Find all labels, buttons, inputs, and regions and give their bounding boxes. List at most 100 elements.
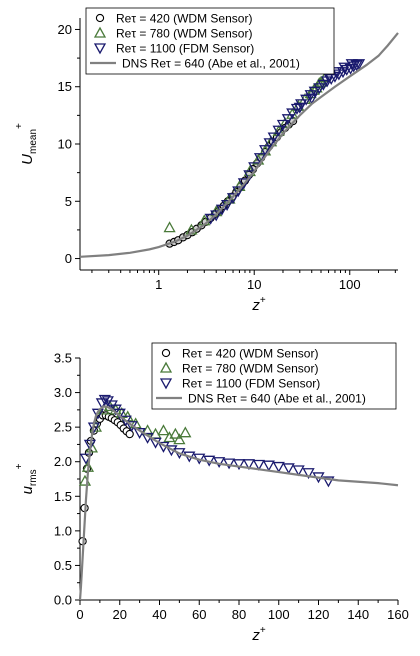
rms-chart-triangle-down-point	[119, 415, 132, 427]
rms-chart-triangle-down-point	[302, 468, 315, 480]
rms-chart-triangle-up-point	[169, 427, 182, 439]
mean-chart-dns-line	[79, 32, 399, 258]
mean-chart-series-triangle-up	[163, 71, 332, 235]
rms-chart-y-tick-label: 3.0	[54, 385, 72, 400]
mean-chart-x-axis-title-sup: +	[260, 295, 266, 306]
mean-chart-legend-label: DNS Reτ = 640 (Abe et al., 2001)	[122, 56, 300, 70]
mean-chart-triangle-down-point	[338, 62, 351, 74]
rms-chart-y-tick-label: 1.5	[54, 489, 72, 504]
rms-chart-y-tick-label: 0.0	[54, 593, 72, 608]
rms-chart-triangle-down-point	[232, 459, 246, 471]
mean-chart-triangle-down-point	[352, 59, 366, 71]
rms-chart-y-axis-title-sup: +	[14, 463, 25, 469]
mean-chart-legend-marker	[93, 43, 107, 55]
rms-chart-y-axis-title-main: u	[19, 485, 36, 494]
mean-chart-x-tick-label: 10	[247, 277, 261, 292]
rms-chart-triangle-up-point	[163, 431, 176, 443]
mean-chart-triangle-down-point	[253, 153, 267, 165]
mean-chart-legend-box	[85, 7, 335, 75]
rms-chart-triangle-up-point	[173, 433, 186, 445]
rms-chart-legend-label: Reτ = 780 (WDM Sensor)	[182, 361, 318, 375]
rms-chart-x-tick-label: 0	[76, 607, 83, 622]
mean-chart-triangle-down-point	[300, 94, 313, 106]
rms-chart-triangle-up-point	[157, 424, 170, 436]
mean-chart-y-axis-title-sub: mean	[28, 129, 39, 154]
rms-chart-triangle-down-point	[222, 458, 236, 470]
rms-chart-legend-label: Reτ = 1100 (FDM Sensor)	[182, 376, 320, 390]
rms-chart-legend-label: DNS Reτ = 640 (Abe et al., 2001)	[188, 391, 366, 405]
mean-chart-series-triangle-down	[204, 59, 366, 225]
mean-chart-triangle-down-point	[308, 86, 321, 98]
mean-chart-triangle-down-point	[263, 138, 276, 150]
rms-chart-y-axis-title: urms+	[14, 463, 39, 494]
mean-chart-legend-marker	[95, 13, 105, 23]
rms-chart-x-tick-label: 40	[152, 607, 166, 622]
mean-chart-triangle-down-point	[232, 186, 245, 198]
rms-chart-x-tick-label: 60	[192, 607, 206, 622]
rms-chart-legend-box	[151, 342, 397, 410]
rms-chart-triangle-down-point	[262, 460, 275, 472]
rms-chart: 0 20 40 60 80 100 120 140 160 0.0 0.5 1.0 1.5 2.0 2.5 3…	[14, 342, 409, 644]
mean-chart-triangle-down-point	[290, 103, 304, 115]
mean-chart-triangle-down-point	[345, 59, 358, 71]
rms-chart-triangle-down-point	[282, 463, 295, 475]
mean-chart-x-axis-title: z+	[251, 295, 266, 314]
rms-chart-y-tick-label: 0.5	[54, 558, 72, 573]
mean-chart-triangle-down-point	[281, 114, 294, 126]
rms-chart-triangle-down-point	[91, 408, 104, 420]
rms-chart-legend-marker	[159, 361, 173, 373]
rms-chart-x-tick-label: 20	[113, 607, 127, 622]
rms-chart-triangle-up-point	[179, 426, 192, 438]
mean-chart-triangle-down-point	[313, 83, 326, 95]
mean-chart-y-tick-label: 15	[58, 79, 72, 94]
mean-chart-x-tick-label: 1	[155, 277, 162, 292]
mean-chart-y-axis-title: Umean+	[14, 123, 39, 165]
mean-chart-legend-marker	[93, 26, 107, 38]
mean-chart-legend-label: Reτ = 780 (WDM Sensor)	[116, 26, 252, 40]
rms-chart-y-tick-label: 1.0	[54, 523, 72, 538]
mean-chart-triangle-down-point	[204, 213, 217, 225]
rms-chart-dns-line	[78, 405, 399, 601]
rms-chart-x-tick-label: 100	[268, 607, 290, 622]
mean-chart-legend-label: Reτ = 420 (WDM Sensor)	[116, 11, 252, 25]
rms-chart-y-axis-title-sub: rms	[28, 469, 39, 486]
rms-chart-legend-marker	[159, 378, 173, 390]
mean-chart-triangle-down-point	[304, 90, 317, 102]
mean-chart-triangle-down-point	[276, 119, 290, 131]
rms-chart-triangle-down-point	[322, 476, 335, 488]
rms-chart-x-tick-label: 160	[387, 607, 409, 622]
mean-chart-y-tick-label: 0	[65, 251, 72, 266]
mean-chart-triangle-down-point	[259, 145, 272, 157]
mean-chart-x-tick-label: 100	[339, 277, 361, 292]
mean-chart-triangle-down-point	[237, 178, 251, 190]
rms-chart-x-tick-label: 120	[308, 607, 330, 622]
rms-chart-x-axis-title: z+	[251, 625, 266, 644]
mean-chart-triangle-up-point	[163, 221, 176, 233]
rms-chart-legend-label: Reτ = 420 (WDM Sensor)	[182, 346, 318, 360]
mean-chart-triangle-down-point	[305, 93, 318, 105]
rms-chart-circle-point	[125, 429, 134, 439]
rms-chart-legend-marker	[161, 348, 171, 358]
mean-chart-triangle-down-point	[272, 125, 285, 137]
mean-chart-triangle-down-point	[293, 102, 306, 114]
rms-chart-triangle-down-point	[272, 461, 285, 473]
mean-chart-triangle-down-point	[267, 132, 280, 144]
rms-chart-triangle-down-point	[98, 394, 111, 406]
mean-chart-y-tick-label: 20	[58, 22, 72, 37]
mean-chart-y-axis-title-sup: +	[14, 123, 25, 129]
rms-chart-x-tick-label: 80	[232, 607, 246, 622]
rms-chart-triangle-down-point	[83, 439, 97, 451]
mean-chart-legend: Reτ = 420 (WDM Sensor)Reτ = 780 (WDM Sen…	[85, 7, 335, 75]
rms-chart-x-tick-label: 140	[347, 607, 369, 622]
mean-chart-y-axis-title-main: U	[19, 154, 36, 165]
rms-chart-y-tick-label: 2.0	[54, 454, 72, 469]
rms-chart-y-tick-label: 3.5	[54, 351, 72, 366]
rms-chart-y-tick-label: 2.5	[54, 420, 72, 435]
rms-chart-x-axis-title-sup: +	[260, 625, 266, 636]
rms-chart-triangle-down-point	[292, 465, 305, 477]
rms-chart-triangle-down-point	[242, 459, 256, 471]
rms-chart-legend: Reτ = 420 (WDM Sensor)Reτ = 780 (WDM Sen…	[151, 342, 397, 410]
mean-chart-y-tick-label: 10	[58, 137, 72, 152]
rms-chart-x-axis-title-main: z	[251, 627, 260, 644]
